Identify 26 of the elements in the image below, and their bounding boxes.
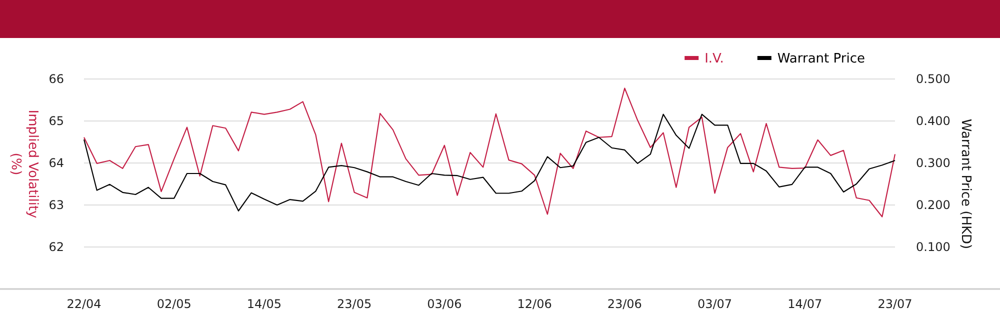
- y2-tick-label: 0.200: [916, 198, 950, 212]
- legend-label: I.V.: [704, 52, 724, 67]
- y-tick-label: 65: [48, 114, 64, 128]
- y-tick-label: 62: [48, 240, 64, 254]
- x-tick-label: 12/06: [517, 297, 552, 311]
- y-tick-label: 66: [48, 72, 64, 86]
- y-tick-label: 64: [48, 156, 64, 170]
- legend-label: Warrant Price: [777, 52, 866, 67]
- x-tick-label: 03/07: [697, 297, 732, 311]
- x-tick-label: 23/06: [607, 297, 642, 311]
- x-tick-label: 22/04: [66, 297, 102, 311]
- y2-tick-label: 0.400: [916, 114, 950, 128]
- x-tick-label: 02/05: [156, 297, 192, 311]
- x-tick-label: 14/05: [246, 297, 282, 311]
- y2-tick-label: 0.500: [916, 72, 950, 86]
- y2-tick-label: 0.300: [916, 156, 950, 170]
- line-series: [83, 88, 896, 218]
- y-axis-title: Implied Volatility (%): [8, 110, 40, 219]
- y2-axis-title: Warrant Price (HKD): [958, 118, 973, 250]
- x-tick-label: 23/05: [337, 297, 372, 311]
- line-series: [83, 114, 896, 212]
- y-tick-label: 63: [48, 198, 64, 212]
- x-tick-label: 14/07: [788, 297, 822, 311]
- x-tick-label: 23/07: [878, 297, 912, 311]
- y2-tick-label: 0.100: [916, 240, 950, 254]
- x-tick-label: 03/06: [427, 297, 462, 311]
